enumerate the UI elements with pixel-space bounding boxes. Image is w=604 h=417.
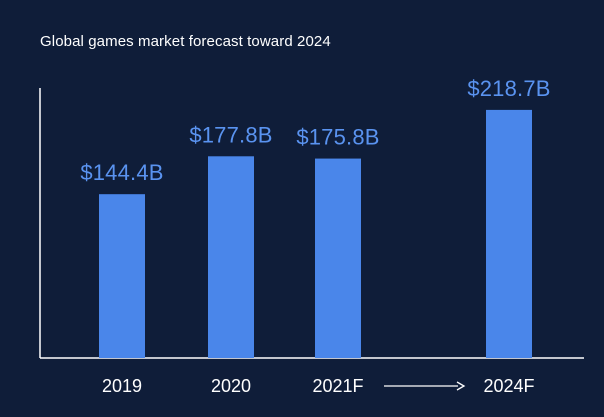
data-label-2020: $177.8B [189, 122, 272, 147]
tick-label-2024f: 2024F [483, 376, 534, 396]
tick-label-2019: 2019 [102, 376, 142, 396]
tick-label-2021f: 2021F [312, 376, 363, 396]
bar-2020 [208, 156, 254, 358]
bar-2024f [486, 109, 532, 358]
data-label-2024f: $218.7B [467, 76, 550, 101]
tick-labels-layer: 2019 2020 2021F 2024F [102, 376, 535, 396]
tick-label-2020: 2020 [211, 376, 251, 396]
data-labels-layer: $144.4B $177.8B $175.8B $218.7B [80, 76, 550, 185]
bar-2021f [315, 158, 361, 358]
chart-title: Global games market forecast toward 2024 [40, 33, 331, 50]
bar-2019 [99, 194, 145, 358]
data-label-2021f: $175.8B [296, 125, 379, 150]
annotation-layer [384, 381, 466, 391]
data-label-2019: $144.4B [80, 160, 163, 185]
forecast-arrow-head-icon [456, 381, 466, 391]
bars-layer [99, 109, 532, 358]
